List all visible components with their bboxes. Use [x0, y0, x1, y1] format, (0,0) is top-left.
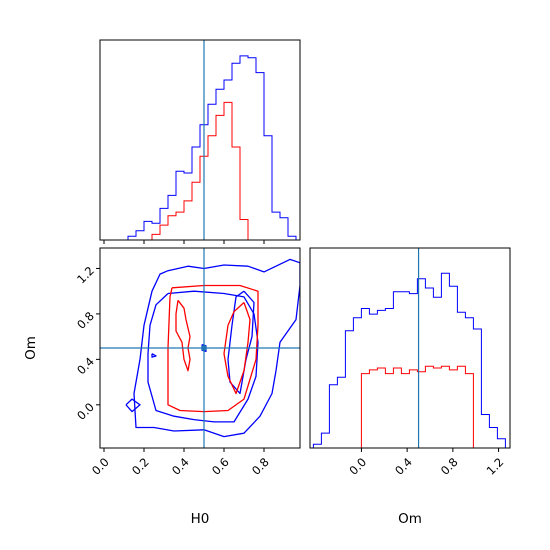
contour-line-4: [151, 353, 157, 358]
histogram-om-series-0: [312, 272, 506, 448]
truth-point: [201, 345, 207, 351]
histogram-h0-series-1: [104, 101, 296, 241]
axes-frame: [99, 247, 301, 449]
x-axis-label-h0: H0: [191, 511, 210, 527]
x-axis-label-om: Om: [398, 511, 422, 527]
contour-line-0: [133, 258, 300, 438]
axes-frame: [309, 247, 511, 449]
contour-line-8: [223, 302, 251, 395]
histogram-om-series-1: [313, 365, 506, 449]
histogram-panel-h0: [99, 39, 301, 244]
contour-line-5: [125, 398, 141, 413]
contour-line-7: [175, 299, 191, 372]
axes-frame: [99, 39, 301, 241]
y-axis-label-om: Om: [23, 336, 39, 360]
contour-line-1: [147, 290, 259, 423]
contour-line-6: [167, 284, 259, 413]
histogram-h0-series-0: [104, 55, 297, 241]
